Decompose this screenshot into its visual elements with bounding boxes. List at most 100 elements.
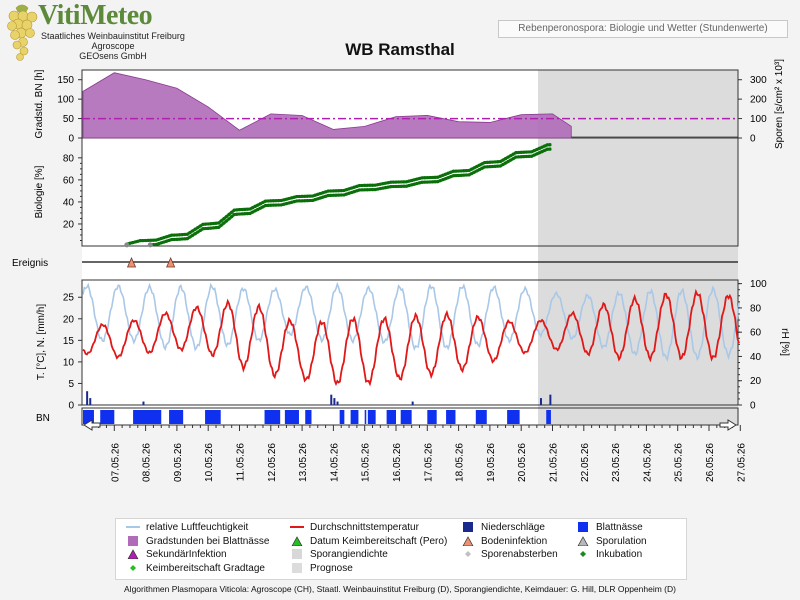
- inkubation-point: [253, 204, 257, 208]
- inkubation-point: [303, 199, 307, 203]
- inkubation-point: [498, 164, 502, 168]
- inkubation-point: [342, 188, 346, 193]
- inkubation-point: [357, 188, 362, 192]
- inkubation-point: [483, 160, 487, 165]
- weather-axis-label: T. [°C], N. [mm/h]: [36, 304, 47, 380]
- inkubation-point: [227, 217, 231, 221]
- inkubation-point: [540, 149, 544, 154]
- inkubation-point: [511, 152, 515, 156]
- blattnaesse-bar: [427, 410, 437, 424]
- inkubation-point: [295, 199, 299, 203]
- scroll-left-arrow[interactable]: [83, 419, 101, 431]
- inkubation-point: [133, 240, 137, 244]
- blattnaesse-bar: [400, 410, 412, 424]
- inkubation-point: [470, 167, 474, 171]
- inkubation-point: [331, 189, 335, 193]
- inkubation-point: [290, 200, 294, 204]
- inkubation-point: [203, 226, 208, 231]
- inkubation-point: [329, 189, 333, 193]
- inkubation-point: [441, 178, 445, 182]
- bn-label: BN: [36, 413, 50, 424]
- inkubation-point: [402, 184, 406, 188]
- precipitation-bar: [539, 398, 542, 405]
- blattnaesse-bar: [284, 410, 299, 424]
- station-title: WB Ramsthal: [345, 40, 455, 59]
- inkubation-point: [428, 180, 432, 184]
- inkubation-point: [363, 183, 367, 187]
- inkubation-point: [389, 180, 393, 184]
- inkubation-point: [326, 189, 330, 193]
- bodeninfektion-marker: [166, 257, 176, 268]
- inkubation-point: [318, 196, 322, 200]
- date-tick-label: 07.05.26: [110, 443, 121, 482]
- inkubation-point: [185, 232, 189, 236]
- inkubation-point: [222, 217, 226, 221]
- inkubation-point: [425, 176, 429, 180]
- inkubation-point: [277, 198, 281, 203]
- inkubation-point: [383, 181, 388, 185]
- inkubation-point: [493, 164, 497, 168]
- rh-axis-label: rH [%]: [779, 328, 790, 356]
- inkubation-point: [524, 150, 529, 154]
- inkubation-point: [511, 156, 515, 161]
- blattnaesse-bar: [205, 410, 221, 424]
- inkubation-point: [248, 211, 252, 216]
- inkubation-point: [480, 162, 484, 166]
- logo-title: VitiMeteo: [38, 0, 153, 31]
- inkubation-point: [164, 235, 169, 239]
- inkubation-point: [300, 199, 304, 203]
- inkubation-point: [459, 169, 463, 173]
- inkubation-point: [365, 188, 369, 192]
- inkubation-point: [321, 195, 325, 199]
- legend: relative Luftfeuchtigkeit Durchschnittste…: [115, 518, 687, 580]
- inkubation-point: [350, 190, 354, 195]
- legend-item: Blattnässe: [576, 522, 643, 533]
- inkubation-point: [449, 170, 453, 174]
- inkubation-point: [373, 187, 377, 192]
- precipitation-bar: [411, 401, 414, 405]
- inkubation-point: [514, 151, 518, 155]
- inkubation-point: [472, 170, 476, 174]
- inkubation-point: [391, 180, 395, 184]
- gradstunden-tick-label: 100: [57, 95, 74, 106]
- ereignis-label: Ereignis: [12, 258, 48, 269]
- inkubation-point: [537, 146, 542, 150]
- inkubation-point: [459, 173, 463, 177]
- inkubation-point: [449, 175, 453, 179]
- blattnaesse-bar: [507, 410, 520, 424]
- inkubation-point: [391, 184, 395, 189]
- weather-tick-label: 15: [63, 336, 75, 347]
- blattnaesse-bar: [264, 410, 281, 424]
- date-tick-label: 27.05.26: [736, 443, 747, 482]
- inkubation-point: [360, 188, 364, 192]
- scroll-right-arrow[interactable]: [719, 419, 737, 431]
- date-tick-label: 08.05.26: [142, 443, 153, 482]
- date-tick-label: 11.05.26: [236, 443, 247, 482]
- inkubation-point: [503, 161, 508, 165]
- inkubation-point: [162, 236, 166, 240]
- inkubation-point: [250, 210, 255, 214]
- inkubation-point: [485, 160, 489, 164]
- prognosis-region: [538, 70, 738, 425]
- inkubation-point: [258, 202, 262, 206]
- inkubation-point: [467, 168, 471, 173]
- date-tick-label: 26.05.26: [705, 443, 716, 482]
- sporen-tick-label: 0: [750, 134, 756, 145]
- inkubation-point: [420, 176, 424, 180]
- inkubation-point: [503, 157, 508, 161]
- inkubation-point: [443, 177, 448, 181]
- inkubation-point: [198, 224, 202, 228]
- inkubation-point: [376, 187, 380, 191]
- inkubation-point: [321, 191, 325, 195]
- legend-item: SekundärInfektion: [126, 549, 227, 560]
- inkubation-point: [490, 160, 495, 164]
- inkubation-point: [457, 173, 461, 178]
- inkubation-point: [279, 198, 283, 203]
- inkubation-point: [303, 194, 307, 198]
- inkubation-point: [206, 226, 210, 230]
- inkubation-point: [355, 184, 359, 188]
- inkubation-point: [256, 207, 260, 212]
- gradstunden-tick-label: 150: [57, 75, 74, 86]
- blattnaesse-bar: [364, 410, 367, 424]
- date-tick-label: 21.05.26: [549, 443, 560, 482]
